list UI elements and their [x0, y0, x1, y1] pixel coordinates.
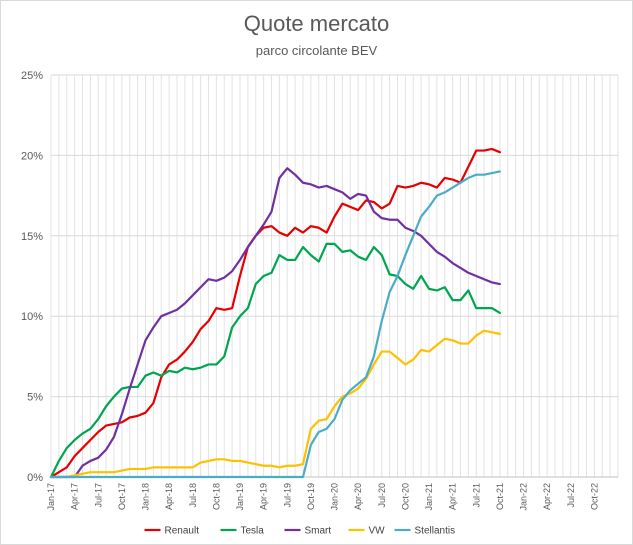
- series-lines: [49, 147, 501, 479]
- x-tick-label: Apr-17: [70, 483, 80, 510]
- y-tick-label: 5%: [27, 392, 43, 404]
- x-tick-label: Jul-19: [282, 483, 292, 508]
- series-line-stellantis: [49, 170, 501, 479]
- x-tick-label: Jan-22: [519, 483, 529, 511]
- x-tick-label: Oct-22: [589, 483, 599, 510]
- x-tick-label: Apr-19: [259, 483, 269, 510]
- legend-label: Stellantis: [415, 526, 456, 537]
- x-tick-label: Apr-18: [164, 483, 174, 510]
- series-line-tesla: [49, 242, 501, 479]
- legend-label: VW: [369, 526, 386, 537]
- x-tick-label: Oct-18: [211, 483, 221, 510]
- x-tick-label: Oct-19: [306, 483, 316, 510]
- x-tick-label: Oct-20: [400, 483, 410, 510]
- legend: Renault Tesla Smart VW Stellantis: [144, 526, 456, 537]
- x-tick-label: Jul-20: [377, 483, 387, 508]
- x-tick-label: Jul-22: [566, 483, 576, 508]
- x-tick-label: Jul-17: [93, 483, 103, 508]
- x-tick-label: Jul-21: [471, 483, 481, 508]
- x-tick-label: Oct-21: [495, 483, 505, 510]
- legend-label: Renault: [165, 526, 200, 537]
- series-line-vw: [49, 329, 501, 479]
- legend-label: Tesla: [241, 526, 265, 537]
- x-tick-label: Jan-21: [424, 483, 434, 511]
- x-tick-label: Jan-19: [235, 483, 245, 511]
- chart-title: Quote mercato: [243, 11, 390, 36]
- y-tick-label: 25%: [21, 70, 43, 82]
- series-line-smart: [49, 167, 501, 479]
- x-tick-label: Oct-17: [117, 483, 127, 510]
- y-axis-ticks: 0% 5% 10% 15% 20% 25%: [21, 70, 43, 484]
- y-tick-label: 15%: [21, 231, 43, 243]
- series-line-renault: [49, 147, 501, 479]
- x-tick-label: Jan-17: [46, 483, 56, 511]
- gridlines: [50, 74, 619, 478]
- y-tick-label: 10%: [21, 311, 43, 323]
- x-tick-label: Apr-22: [542, 483, 552, 510]
- y-tick-label: 0%: [27, 472, 43, 484]
- legend-label: Smart: [305, 526, 332, 537]
- x-tick-label: Jan-20: [330, 483, 340, 511]
- x-axis-ticks: Jan-17 Apr-17 Jul-17 Oct-17 Jan-18 Apr-18 Jul-…: [46, 483, 599, 511]
- y-tick-label: 20%: [21, 150, 43, 162]
- x-tick-label: Apr-20: [353, 483, 363, 510]
- chart-subtitle: parco circolante BEV: [255, 43, 378, 58]
- x-tick-label: Jul-18: [188, 483, 198, 508]
- x-tick-label: Apr-21: [448, 483, 458, 510]
- x-tick-label: Jan-18: [141, 483, 151, 511]
